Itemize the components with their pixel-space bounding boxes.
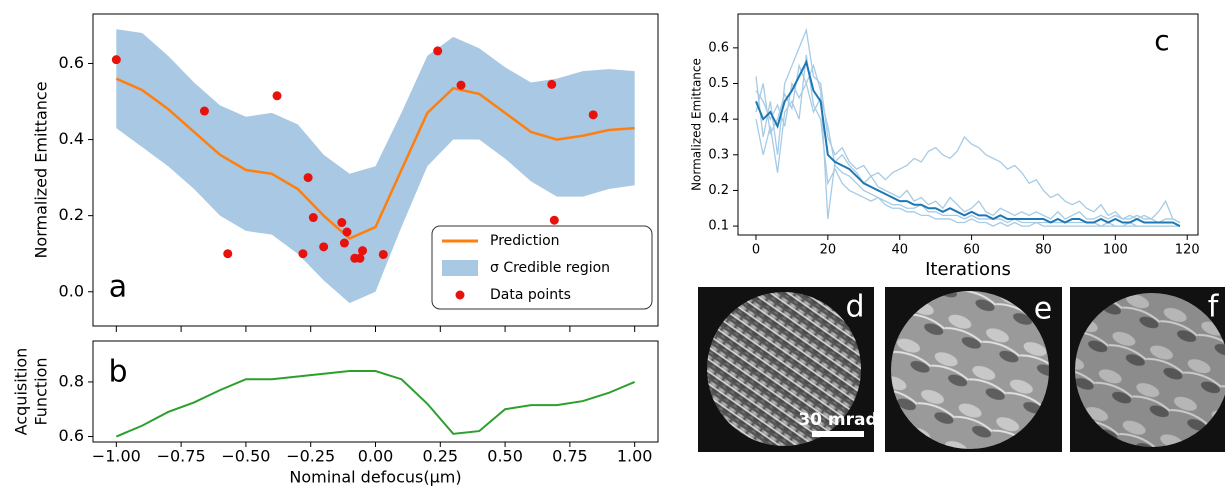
x-tick-label: 60 [963,243,980,258]
page-body: {"chart_data": [ {"type": "line", "ylabe… [0,0,1225,487]
x-tick-label: −0.75 [157,447,206,466]
x-tick-label: 100 [1103,243,1128,258]
data-point [457,81,466,90]
y-tick-label: 0.2 [708,183,729,198]
panel-label: b [108,355,127,390]
data-point [379,250,388,259]
panel-label: e [1034,292,1052,327]
panel-label: d [845,290,864,325]
legend-label: Prediction [490,233,560,249]
x-tick-label: −0.50 [221,447,270,466]
data-point [547,80,556,89]
y-tick-label: 0.1 [708,219,729,234]
data-point [304,173,313,182]
plot-frame [93,341,658,442]
x-tick-label: −1.00 [92,447,141,466]
data-point [433,46,442,55]
data-point [223,249,232,258]
x-axis-label: Nominal defocus(μm) [289,468,461,487]
data-point [319,242,328,251]
x-tick-label: 20 [820,243,837,258]
y-tick-label: 0.6 [708,40,729,55]
plot-frame [738,14,1198,235]
data-point [342,228,351,237]
series-line [756,66,1180,223]
data-point [298,249,307,258]
y-tick-label: 0.8 [59,371,84,390]
data-point [550,216,559,225]
panel-label: c [1154,24,1169,57]
x-tick-label: 0.00 [358,447,394,466]
x-tick-label: 80 [1035,243,1052,258]
x-tick-label: 0.75 [552,447,588,466]
x-axis-label: Iterations [925,259,1011,280]
page: Emittance figure body { margin: 0; backg… [0,0,1225,487]
data-point [589,110,598,119]
data-point [112,55,121,64]
series-line [756,30,1180,222]
y-tick-label: 0.4 [59,129,84,148]
y-axis-label: Normalized Emittance [32,81,51,258]
data-point [337,218,346,227]
series-line [756,66,1180,226]
scale-bar-label: 30 mrad [798,410,877,430]
series-line [116,371,634,437]
x-tick-label: 0.25 [422,447,458,466]
panel-label: f [1208,290,1220,325]
x-tick-label: 0.50 [487,447,523,466]
y-axis-label: Acquisition [12,348,31,436]
x-tick-label: −0.25 [286,447,335,466]
y-tick-label: 0.3 [708,147,729,162]
legend-swatch [456,291,465,300]
legend-swatch [442,260,478,276]
x-tick-label: 120 [1175,243,1200,258]
image-panel-f [1070,287,1225,452]
x-tick-label: 1.00 [617,447,653,466]
x-tick-label: 40 [891,243,908,258]
panel-label: a [109,270,127,305]
data-point [340,239,349,248]
figure: d e f 30 mrad 0.0 0.2 0.4 0.6 Normalized Emi… [0,0,1225,487]
y-tick-label: 0.6 [59,53,84,72]
y-tick-label: 0.5 [708,76,729,91]
y-axis-label: Function [32,357,51,425]
x-tick-label: 0 [752,243,760,258]
y-tick-label: 0.4 [708,112,729,127]
data-point [309,213,318,222]
y-axis-label: Normalized Emittance [690,58,704,191]
data-point [358,246,367,255]
legend-label: σ Credible region [490,260,610,276]
data-point [200,107,209,116]
y-tick-label: 0.0 [59,281,84,300]
legend-label: Data points [490,287,571,303]
y-tick-label: 0.2 [59,205,84,224]
data-point [273,91,282,100]
y-tick-label: 0.6 [59,426,84,445]
